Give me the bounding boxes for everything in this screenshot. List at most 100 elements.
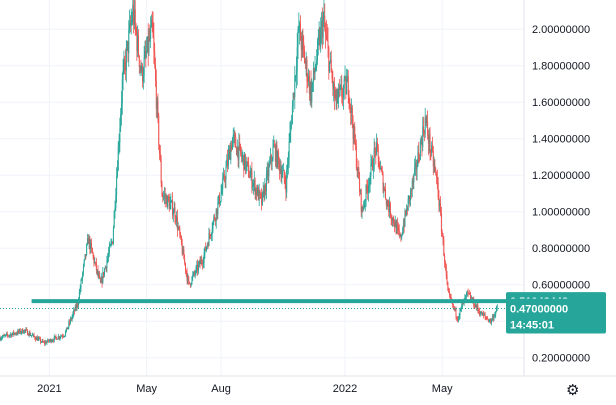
- candle-body: [14, 333, 16, 335]
- candle-body: [154, 65, 156, 81]
- x-tick-label: 2022: [333, 383, 357, 395]
- candle-body: [333, 83, 335, 98]
- candle-body: [39, 338, 41, 340]
- candle-body: [198, 260, 200, 265]
- candle-body: [317, 38, 319, 42]
- candle-body: [84, 254, 86, 260]
- candle-body: [98, 275, 100, 277]
- candle-body: [208, 233, 210, 246]
- candle-body: [160, 160, 162, 184]
- candle-body: [350, 107, 352, 113]
- candle-body: [117, 145, 119, 171]
- candle-body: [165, 196, 167, 199]
- candle-body: [367, 188, 369, 193]
- candle-body: [291, 124, 293, 126]
- candle-body: [327, 40, 329, 48]
- candle-body: [17, 330, 19, 334]
- candle-body: [255, 188, 257, 195]
- candle-body: [260, 193, 262, 195]
- candle-body: [433, 165, 435, 167]
- candle-body: [51, 340, 53, 343]
- candle-body: [372, 159, 374, 170]
- x-axis[interactable]: 2021 May Aug 2022 May: [37, 383, 453, 395]
- candle-body: [202, 262, 204, 264]
- candle-body: [168, 200, 170, 210]
- candle-body: [430, 151, 432, 153]
- candle-body: [351, 107, 353, 124]
- candle-body: [24, 329, 26, 331]
- candle-body: [54, 336, 56, 337]
- candle-body: [404, 211, 406, 226]
- candle-body: [14, 333, 16, 335]
- candle-body: [26, 329, 28, 331]
- candle-body: [307, 81, 309, 83]
- candle-body: [450, 297, 452, 301]
- candle-body: [1, 337, 3, 339]
- candle-body: [201, 262, 203, 264]
- candle-body: [197, 264, 199, 271]
- candle-body: [82, 265, 84, 273]
- candle-body: [246, 161, 248, 163]
- candle-body: [491, 319, 493, 323]
- candle-body: [125, 47, 127, 71]
- candle-body: [189, 281, 191, 284]
- candle-body: [212, 221, 214, 230]
- candle-body: [156, 100, 158, 109]
- candle-body: [384, 188, 386, 190]
- candle-body: [265, 173, 267, 192]
- candle-body: [362, 207, 364, 209]
- candle-body: [184, 262, 186, 271]
- candle-body: [173, 207, 175, 213]
- candle-body: [170, 201, 172, 203]
- candle-body: [251, 170, 253, 188]
- candle-body: [416, 165, 418, 171]
- candle-body: [79, 288, 81, 293]
- candle-body: [205, 246, 207, 251]
- candle-body: [161, 183, 163, 197]
- candle-body: [342, 88, 344, 98]
- candle-body: [479, 313, 481, 315]
- candle-body: [227, 159, 229, 166]
- candle-body: [193, 272, 195, 276]
- candle-body: [491, 316, 493, 320]
- candle-body: [95, 262, 97, 263]
- gear-icon[interactable]: ⚙: [566, 381, 579, 399]
- candle-body: [262, 189, 264, 192]
- candle-body: [5, 334, 7, 336]
- candle-body: [364, 201, 366, 203]
- candle-body: [453, 306, 455, 310]
- candle-body: [5, 333, 7, 335]
- candle-body: [33, 334, 35, 337]
- candle-body: [184, 259, 186, 263]
- candle-body: [61, 335, 63, 337]
- candle-body: [320, 27, 322, 47]
- candle-body: [456, 316, 458, 319]
- candle-body: [386, 201, 388, 205]
- candle-body: [95, 262, 97, 271]
- candle-body: [73, 310, 75, 314]
- candle-body: [281, 174, 283, 178]
- candle-body: [61, 335, 63, 337]
- candle-body: [23, 329, 25, 333]
- candle-body: [137, 35, 139, 51]
- candle-body: [112, 241, 114, 244]
- candle-body: [82, 272, 84, 280]
- candle-body: [445, 265, 447, 276]
- candle-body: [311, 85, 313, 102]
- candle-body: [366, 185, 368, 189]
- candle-body: [9, 335, 11, 336]
- candle-body: [296, 47, 298, 71]
- candle-body: [136, 32, 138, 51]
- candle-body: [374, 148, 376, 150]
- candle-body: [140, 66, 142, 72]
- candle-body: [474, 304, 476, 308]
- y-tick-label: 1.40000000: [532, 134, 590, 146]
- candle-body: [419, 141, 421, 160]
- candle-body: [244, 153, 246, 171]
- candle-body: [142, 66, 144, 82]
- candle-body: [261, 194, 263, 205]
- candle-body: [163, 195, 165, 197]
- x-tick-label: May: [136, 383, 157, 395]
- candle-body: [441, 231, 443, 236]
